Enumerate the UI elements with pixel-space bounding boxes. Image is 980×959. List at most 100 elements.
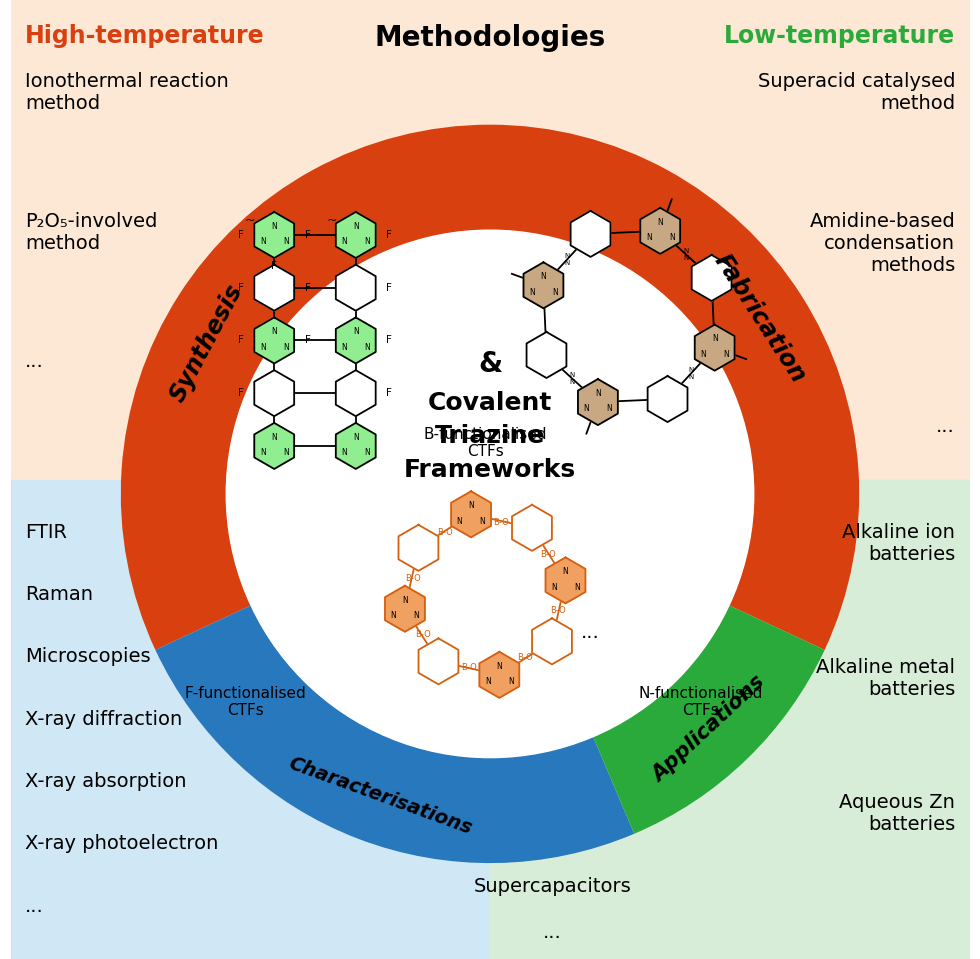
Text: Ionothermal reaction
method: Ionothermal reaction method	[24, 72, 228, 113]
Text: FTIR: FTIR	[24, 523, 67, 542]
Text: F: F	[305, 336, 311, 345]
Polygon shape	[385, 586, 425, 632]
Text: N
N: N N	[569, 372, 575, 385]
Text: ...: ...	[581, 623, 600, 643]
Text: N: N	[574, 583, 580, 592]
Text: Alkaline metal
batteries: Alkaline metal batteries	[816, 658, 956, 699]
Text: N: N	[552, 288, 558, 296]
Polygon shape	[336, 317, 375, 363]
Polygon shape	[695, 324, 735, 370]
Polygon shape	[546, 557, 585, 603]
Text: Applications: Applications	[649, 672, 769, 785]
Text: N: N	[529, 288, 535, 296]
Text: Alkaline ion
batteries: Alkaline ion batteries	[842, 523, 955, 564]
Polygon shape	[640, 208, 680, 254]
Text: N: N	[646, 233, 652, 242]
Text: Covalent: Covalent	[428, 390, 552, 415]
Text: N: N	[365, 342, 370, 352]
Text: N: N	[414, 611, 419, 620]
Polygon shape	[336, 370, 375, 416]
Text: P₂O₅-involved
method: P₂O₅-involved method	[24, 212, 157, 253]
Text: ~: ~	[326, 214, 337, 227]
Polygon shape	[254, 317, 294, 363]
Text: N: N	[353, 327, 359, 337]
Text: Amidine-based
condensation
methods: Amidine-based condensation methods	[809, 212, 955, 275]
Bar	[490, 480, 969, 959]
Text: N: N	[353, 433, 359, 442]
Text: N: N	[479, 517, 485, 526]
Text: ...: ...	[24, 352, 44, 371]
Text: N: N	[723, 350, 729, 359]
Text: ...: ...	[24, 897, 44, 916]
Text: N
N: N N	[564, 253, 569, 266]
Text: N
N: N N	[689, 367, 694, 380]
Text: N: N	[402, 596, 408, 604]
Text: B-functionalised
CTFs: B-functionalised CTFs	[423, 427, 547, 459]
Wedge shape	[121, 125, 859, 650]
Polygon shape	[254, 423, 294, 469]
Text: N: N	[283, 342, 288, 352]
Wedge shape	[593, 605, 824, 833]
Polygon shape	[648, 376, 688, 422]
Text: Superacid catalysed
method: Superacid catalysed method	[758, 72, 955, 113]
Text: F: F	[386, 388, 392, 398]
Text: F: F	[305, 230, 311, 240]
Text: F-functionalised
CTFs: F-functionalised CTFs	[184, 686, 307, 718]
Polygon shape	[523, 263, 564, 309]
Text: B-O: B-O	[517, 653, 533, 662]
Text: Frameworks: Frameworks	[404, 457, 576, 482]
Text: Characterisations: Characterisations	[286, 754, 474, 838]
Text: N: N	[668, 233, 674, 242]
Text: N: N	[551, 583, 557, 592]
Text: ...: ...	[936, 417, 956, 436]
Polygon shape	[692, 255, 731, 301]
Text: N: N	[468, 502, 474, 510]
Text: N: N	[607, 405, 612, 413]
Text: N: N	[341, 342, 347, 352]
Polygon shape	[336, 265, 375, 311]
Text: N: N	[711, 335, 717, 343]
Text: &: &	[478, 350, 502, 379]
Bar	[11, 0, 969, 480]
Text: N: N	[391, 611, 396, 620]
Text: N: N	[595, 389, 601, 398]
Text: B-O: B-O	[550, 606, 565, 615]
Text: F: F	[386, 283, 392, 292]
Text: B-O: B-O	[493, 518, 510, 526]
Text: Fabrication: Fabrication	[709, 250, 809, 387]
Polygon shape	[578, 379, 617, 425]
Text: Supercapacitors: Supercapacitors	[473, 877, 631, 897]
Text: N: N	[701, 350, 706, 359]
Text: N: N	[283, 448, 288, 457]
Text: Aqueous Zn
batteries: Aqueous Zn batteries	[839, 793, 956, 834]
Text: N: N	[260, 237, 266, 246]
Text: Synthesis: Synthesis	[166, 280, 247, 406]
Text: N: N	[365, 448, 370, 457]
Polygon shape	[336, 212, 375, 258]
Text: B-O: B-O	[462, 663, 477, 671]
Text: High-temperature: High-temperature	[24, 24, 265, 48]
Text: N: N	[271, 327, 277, 337]
Text: N: N	[497, 662, 502, 670]
Text: N: N	[283, 237, 288, 246]
Polygon shape	[479, 652, 519, 698]
Text: N
N: N N	[683, 248, 689, 261]
Polygon shape	[532, 619, 572, 665]
Text: F: F	[386, 230, 392, 240]
Text: N: N	[271, 433, 277, 442]
Text: ...: ...	[543, 923, 562, 942]
Text: N: N	[457, 517, 463, 526]
Text: Raman: Raman	[24, 585, 93, 604]
Text: ~: ~	[245, 214, 256, 227]
Polygon shape	[512, 504, 552, 550]
Text: N: N	[541, 272, 546, 281]
Text: F: F	[271, 261, 277, 270]
Polygon shape	[399, 525, 438, 571]
Text: N: N	[583, 405, 589, 413]
Text: F: F	[238, 336, 244, 345]
Text: N: N	[341, 237, 347, 246]
Circle shape	[226, 230, 754, 758]
Wedge shape	[156, 605, 634, 863]
Text: N: N	[271, 222, 277, 231]
Text: B-O: B-O	[405, 574, 420, 583]
